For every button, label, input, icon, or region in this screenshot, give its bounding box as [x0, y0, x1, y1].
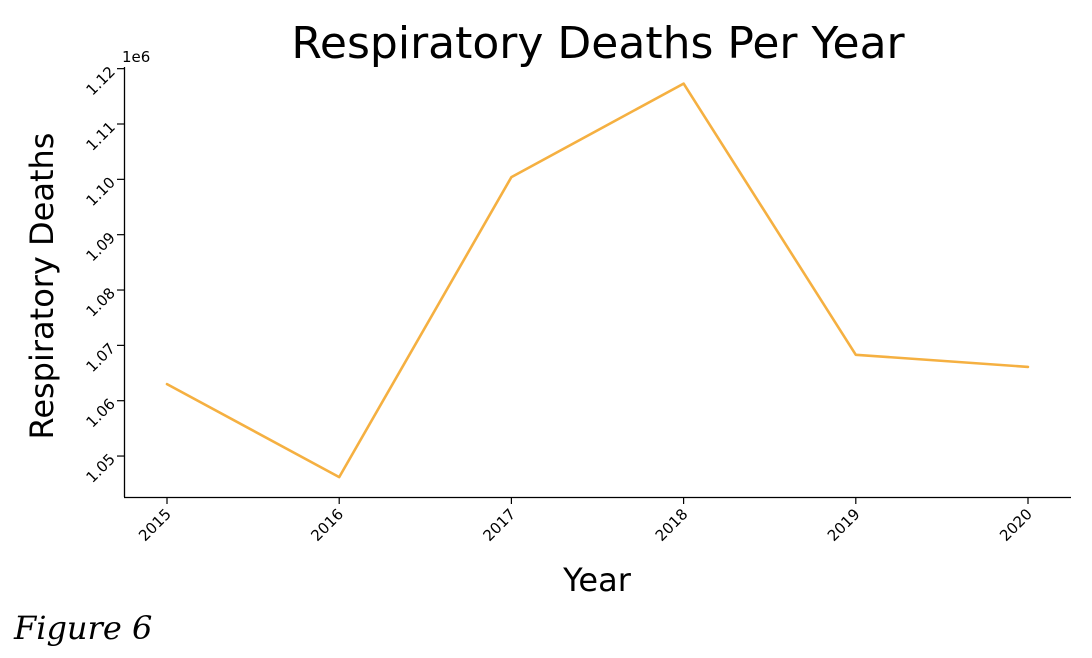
y-axis-offset-label: 1e6	[122, 48, 150, 66]
y-tick-label: 1.11	[82, 118, 118, 154]
y-tick-label: 1.09	[82, 229, 118, 265]
x-tick-label: 2020	[996, 505, 1036, 545]
x-tick-label: 2016	[307, 505, 347, 545]
y-tick-label: 1.05	[82, 450, 118, 486]
y-tick-label: 1.10	[82, 173, 118, 209]
x-tick-label: 2018	[652, 505, 692, 545]
line-chart: Respiratory Deaths Per Year 1e6 Respirat…	[23, 18, 1071, 599]
y-axis-label: Respiratory Deaths	[23, 133, 61, 440]
figure-caption: Figure 6	[14, 609, 153, 647]
chart-title: Respiratory Deaths Per Year	[291, 18, 905, 69]
x-tick-label: 2017	[479, 505, 519, 545]
y-tick-label: 1.08	[82, 284, 118, 320]
y-tick-label: 1.07	[82, 339, 118, 375]
x-axis-label: Year	[562, 561, 632, 599]
y-tick-label: 1.12	[82, 63, 118, 99]
x-tick-label: 2019	[824, 505, 864, 545]
series-line	[165, 82, 1030, 479]
y-tick-label: 1.06	[82, 395, 118, 431]
x-tick-label: 2015	[135, 505, 175, 545]
